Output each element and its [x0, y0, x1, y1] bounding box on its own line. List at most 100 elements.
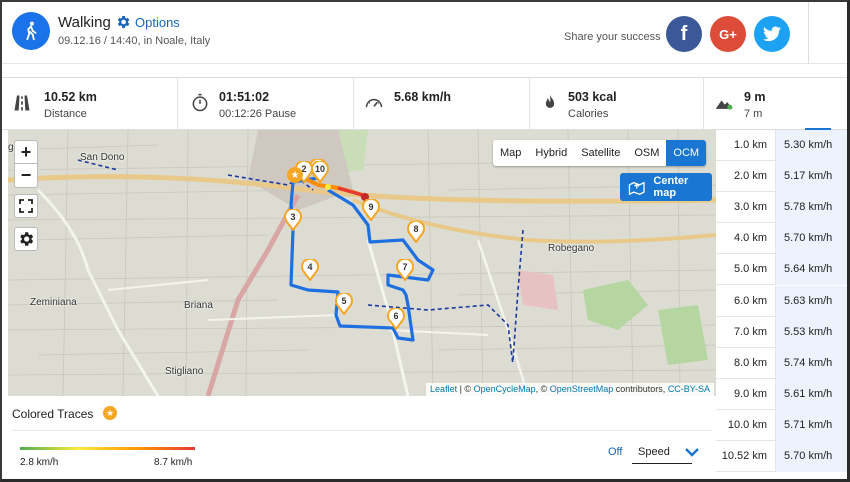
route-marker-label: 8: [413, 224, 419, 234]
zoom-out-button[interactable]: −: [14, 164, 38, 188]
fullscreen-button[interactable]: [14, 194, 38, 218]
row-speed: 5.78 km/h: [776, 192, 847, 224]
header-side-panel: [808, 2, 847, 64]
chevron-down-icon[interactable]: [684, 446, 700, 458]
route-marker[interactable]: 5: [335, 291, 353, 316]
map-settings-button[interactable]: [14, 227, 38, 251]
leaflet-link[interactable]: Leaflet: [430, 384, 458, 394]
layer-ocm[interactable]: OCM: [666, 140, 707, 166]
map-pin-icon: [284, 207, 302, 232]
divider: [12, 430, 712, 431]
row-speed: 5.61 km/h: [776, 378, 847, 410]
layer-hybrid[interactable]: Hybrid: [535, 147, 568, 159]
colored-traces-label: Colored Traces: [12, 407, 94, 421]
license-link[interactable]: CC-BY-SA: [667, 384, 710, 394]
row-speed: 5.17 km/h: [776, 161, 847, 193]
map-pin-icon: [396, 257, 414, 282]
gradient-max-label: 8.7 km/h: [154, 457, 193, 468]
facebook-share-button[interactable]: f: [666, 16, 702, 52]
table-row: 6.0 km 5.63 km/h: [716, 285, 847, 317]
map-attribution: Leaflet | © OpenCycleMap, © OpenStreetMa…: [426, 383, 714, 396]
map-pin-icon: [301, 257, 319, 282]
table-row: 7.0 km 5.53 km/h: [716, 316, 847, 348]
row-speed: 5.70 km/h: [776, 223, 847, 255]
layer-osm[interactable]: OSM: [634, 147, 660, 159]
table-row: 10.0 km 5.71 km/h: [716, 409, 847, 441]
map-tiles: [8, 130, 716, 396]
row-distance: 2.0 km: [716, 161, 776, 193]
map-pin-icon: [335, 291, 353, 316]
opencyclemap-link[interactable]: OpenCycleMap: [473, 384, 536, 394]
road-icon: [14, 95, 30, 111]
row-distance: 3.0 km: [716, 192, 776, 224]
stat-calories-value: 503 kcal: [568, 90, 617, 104]
row-speed: 5.71 km/h: [776, 409, 847, 441]
route-marker[interactable]: 7: [396, 257, 414, 282]
route-map[interactable]: San Dono g Robegano Zeminiana Briana Sti…: [8, 130, 716, 396]
twitter-share-button[interactable]: [754, 16, 790, 52]
gradient-min-label: 2.8 km/h: [20, 457, 59, 468]
google-plus-share-button[interactable]: G+: [710, 16, 746, 52]
attrib-sep: | ©: [457, 384, 474, 394]
route-marker[interactable]: 4: [301, 257, 319, 282]
row-distance: 9.0 km: [716, 378, 776, 410]
zoom-in-button[interactable]: +: [14, 140, 38, 164]
gear-icon[interactable]: [115, 14, 131, 30]
row-speed: 5.64 km/h: [776, 254, 847, 286]
route-marker-label: 2: [301, 164, 307, 174]
row-distance: 6.0 km: [716, 285, 776, 317]
gear-icon: [20, 232, 34, 246]
row-distance: 7.0 km: [716, 316, 776, 348]
route-marker-label: 10: [314, 164, 325, 174]
place-g: g: [8, 142, 14, 153]
attrib-contrib: contributors,: [613, 384, 668, 394]
start-star-icon: ★: [287, 167, 303, 183]
stat-duration-value: 01:51:02: [219, 90, 270, 104]
route-marker[interactable]: 3: [284, 207, 302, 232]
route-marker[interactable]: 10: [311, 159, 329, 184]
route-marker-label: 5: [341, 296, 347, 306]
options-link[interactable]: Options: [135, 15, 180, 30]
row-speed: 5.70 km/h: [776, 441, 847, 472]
map-pin-icon: [311, 159, 329, 184]
openstreetmap-link[interactable]: OpenStreetMap: [549, 384, 614, 394]
stat-elevation-down: 7 m: [744, 108, 763, 120]
route-marker-label: 3: [290, 212, 296, 222]
flame-icon: [545, 94, 555, 108]
stat-speed-value: 5.68 km/h: [394, 90, 451, 104]
layer-map[interactable]: Map: [500, 147, 522, 159]
center-map-label: Center map: [653, 175, 689, 199]
share-text: Share your success: [564, 31, 661, 43]
traces-off-button[interactable]: Off: [608, 446, 623, 458]
map-pin-icon: [387, 306, 405, 331]
map-center-icon: [628, 181, 645, 195]
place-stigliano: Stigliano: [165, 366, 204, 377]
row-speed: 5.63 km/h: [776, 285, 847, 317]
center-map-button[interactable]: Center map: [620, 173, 712, 201]
route-marker-label: 7: [402, 262, 408, 272]
route-marker[interactable]: 6: [387, 306, 405, 331]
activity-title: Walking: [58, 14, 111, 31]
table-row: 3.0 km 5.78 km/h: [716, 192, 847, 224]
table-row: 2.0 km 5.17 km/h: [716, 161, 847, 193]
colored-traces-panel: Colored Traces ★ 2.8 km/h 8.7 km/h Off S…: [2, 396, 716, 479]
elevation-icon: [715, 100, 733, 110]
table-row: 5.0 km 5.64 km/h: [716, 254, 847, 286]
stat-distance-value: 10.52 km: [44, 90, 97, 104]
twitter-bird-icon: [763, 26, 781, 42]
stat-duration: 01:51:02 00:12:26 Pause: [178, 78, 354, 130]
route-marker[interactable]: 8: [407, 219, 425, 244]
layer-satellite[interactable]: Satellite: [581, 147, 621, 159]
route-marker[interactable]: 9: [362, 197, 380, 222]
map-layer-switcher: Map Hybrid Satellite OSM OCM: [493, 140, 707, 166]
row-speed: 5.30 km/h: [776, 130, 847, 161]
stats-bar: 10.52 km Distance 01:51:02 00:12:26 Paus…: [2, 77, 847, 130]
table-row: 9.0 km 5.61 km/h: [716, 378, 847, 410]
table-row: 8.0 km 5.74 km/h: [716, 347, 847, 379]
row-distance: 4.0 km: [716, 223, 776, 255]
attrib-sep: , ©: [535, 384, 550, 394]
table-active-indicator: [805, 128, 831, 131]
route-marker-label: 6: [393, 311, 399, 321]
place-briana: Briana: [184, 300, 213, 311]
trace-metric-select[interactable]: Speed: [632, 440, 692, 464]
